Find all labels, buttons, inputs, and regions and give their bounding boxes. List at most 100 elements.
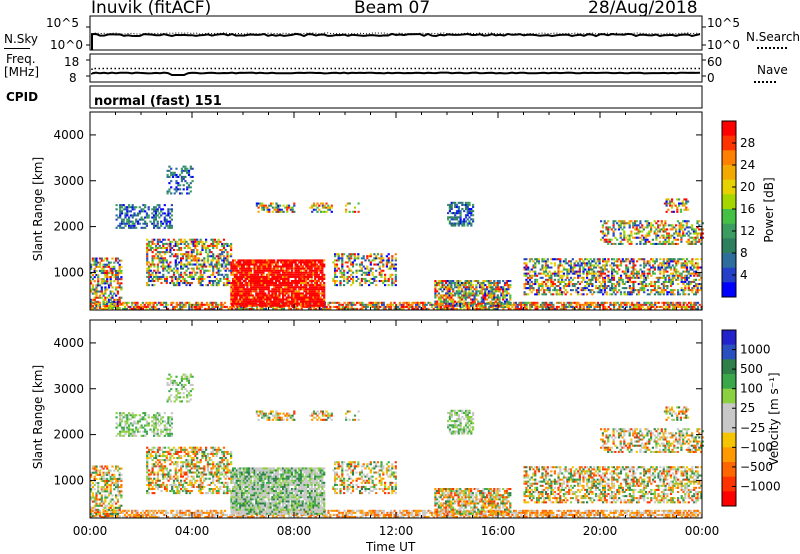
power-cell: [294, 300, 297, 303]
power-cell: [338, 301, 341, 304]
power-cell: [352, 301, 355, 304]
power-cell: [534, 303, 537, 306]
power-cell: [289, 290, 292, 293]
power-cell: [171, 269, 174, 272]
power-cell: [346, 265, 349, 268]
power-cell: [464, 282, 467, 285]
power-cell: [612, 224, 615, 227]
power-cell: [264, 280, 267, 283]
power-cell: [602, 278, 605, 281]
power-cell: [437, 288, 440, 291]
power-cell: [109, 278, 112, 281]
power-cell: [693, 270, 696, 273]
power-cell: [696, 272, 699, 275]
power-cell: [348, 301, 351, 304]
power-cell: [539, 289, 542, 292]
power-cell: [212, 271, 215, 274]
power-cell: [364, 271, 367, 274]
power-cell: [294, 265, 297, 268]
power-cell: [163, 301, 166, 304]
power-cell: [609, 287, 612, 290]
power-cell: [205, 247, 208, 250]
power-cell: [296, 269, 299, 272]
power-cell: [694, 291, 698, 294]
power-cell: [302, 305, 305, 308]
power-cell: [151, 273, 154, 276]
power-cell: [95, 300, 98, 303]
power-cell: [453, 282, 457, 285]
power-cell: [262, 273, 265, 276]
power-cell: [662, 274, 665, 277]
power-cell: [373, 275, 376, 278]
power-cell: [244, 292, 247, 295]
power-cell: [547, 307, 550, 310]
power-cell: [312, 259, 315, 262]
power-cell: [106, 296, 109, 299]
power-cell: [165, 305, 168, 308]
power-cell: [689, 303, 692, 306]
power-cell: [303, 273, 306, 276]
power-cell: [643, 270, 646, 273]
power-cell: [296, 296, 299, 299]
power-cell: [244, 263, 247, 266]
power-cell: [389, 303, 393, 306]
power-cell: [605, 268, 608, 271]
power-cell: [384, 277, 387, 280]
power-cell: [109, 296, 112, 299]
power-cell: [603, 232, 606, 235]
power-cell: [559, 283, 562, 286]
power-cell: [575, 305, 578, 308]
power-cell: [471, 300, 474, 303]
power-cell: [689, 289, 692, 292]
power-cell: [253, 261, 256, 264]
power-cell: [450, 302, 453, 305]
power-cell: [258, 282, 261, 285]
power-cell: [580, 303, 584, 306]
power-cell: [518, 307, 521, 310]
power-cell: [276, 294, 279, 297]
power-cell: [653, 280, 656, 283]
power-cell: [569, 276, 573, 279]
power-cell: [632, 266, 635, 269]
power-cell: [473, 298, 476, 301]
power-cell: [641, 283, 644, 286]
power-cell: [577, 262, 580, 265]
power-cell: [207, 303, 210, 306]
power-cell: [530, 274, 533, 277]
power-cell: [262, 296, 265, 299]
power-cell: [446, 286, 449, 289]
power-cell: [171, 247, 174, 250]
power-cell: [550, 301, 553, 304]
power-cell: [258, 265, 261, 268]
power-cell: [502, 302, 505, 305]
power-cell: [562, 274, 565, 277]
power-cell: [628, 278, 631, 281]
power-cell: [439, 280, 442, 283]
power-cell: [169, 244, 172, 247]
power-cell: [577, 276, 580, 279]
power-cell: [264, 305, 268, 308]
power-cell: [350, 261, 353, 264]
power-cell: [292, 288, 295, 291]
power-cell: [584, 264, 587, 267]
power-cell: [459, 284, 462, 287]
power-cell: [541, 293, 544, 296]
power-cell: [230, 263, 233, 266]
power-cell: [461, 201, 464, 204]
power-cell: [561, 274, 564, 277]
power-cell: [303, 298, 306, 301]
power-cell: [90, 288, 93, 291]
power-cell: [591, 260, 594, 263]
power-cell: [186, 301, 189, 304]
power-cell: [596, 264, 599, 267]
power-cell: [307, 296, 310, 299]
power-cell: [471, 294, 474, 297]
power-cell: [525, 262, 528, 265]
power-cell: [350, 284, 353, 287]
power-cell: [296, 298, 299, 301]
power-cell: [262, 300, 265, 303]
power-cell: [319, 302, 322, 305]
power-cell: [197, 307, 200, 310]
power-cell: [621, 258, 624, 261]
power-cell: [625, 293, 628, 296]
